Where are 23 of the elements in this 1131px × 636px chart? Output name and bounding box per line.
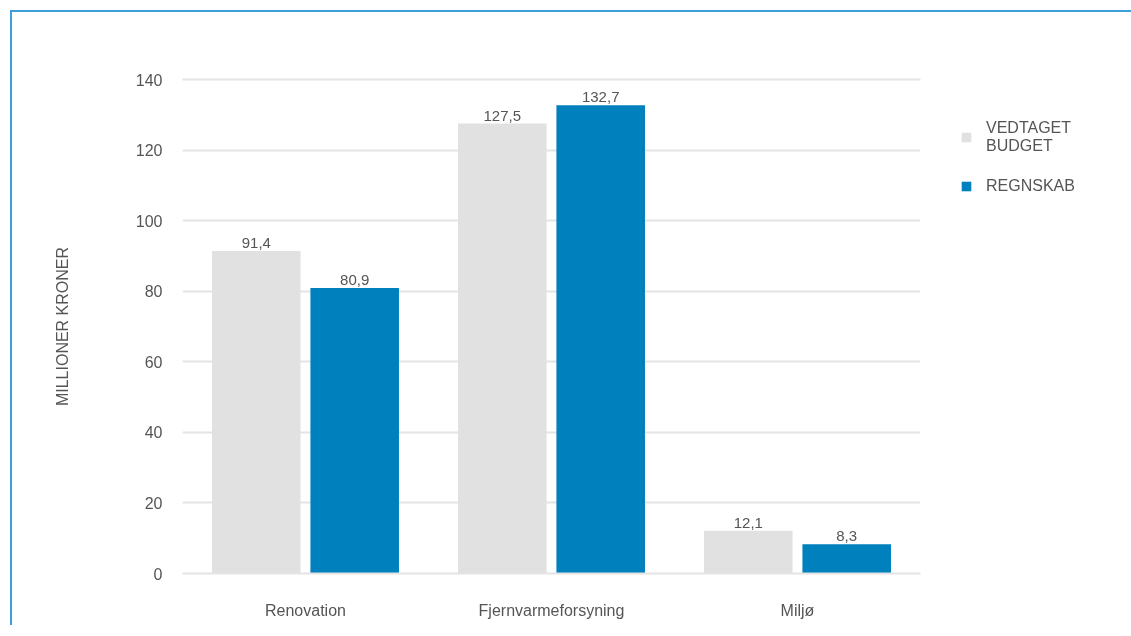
data-label: 12,1 <box>733 513 763 531</box>
x-tick-label: Fjernvarmeforsyning <box>478 601 625 619</box>
data-label: 127,5 <box>483 106 522 124</box>
data-label: 91,4 <box>241 233 271 251</box>
y-tick-label: 80 <box>144 283 163 301</box>
bar <box>310 288 399 574</box>
bar <box>556 105 645 574</box>
y-tick-label: 20 <box>144 494 163 512</box>
y-axis-title: MILLIONER KRONER <box>53 246 71 407</box>
legend-label: VEDTAGET BUDGET <box>986 119 1072 155</box>
legend-label: REGNSKAB <box>986 177 1075 195</box>
y-tick-label: 60 <box>144 353 163 371</box>
x-tick-label: Miljø <box>780 601 815 619</box>
x-tick-label: Renovation <box>265 601 346 619</box>
data-label: 80,9 <box>340 271 370 289</box>
y-tick-label: 140 <box>135 71 163 89</box>
bar <box>802 544 891 574</box>
data-label: 8,3 <box>836 527 858 545</box>
y-tick-label: 0 <box>153 565 163 583</box>
data-label: 132,7 <box>581 88 620 106</box>
y-tick-label: 100 <box>135 212 163 230</box>
y-tick-label: 40 <box>144 424 163 442</box>
y-tick-label: 120 <box>135 142 163 160</box>
